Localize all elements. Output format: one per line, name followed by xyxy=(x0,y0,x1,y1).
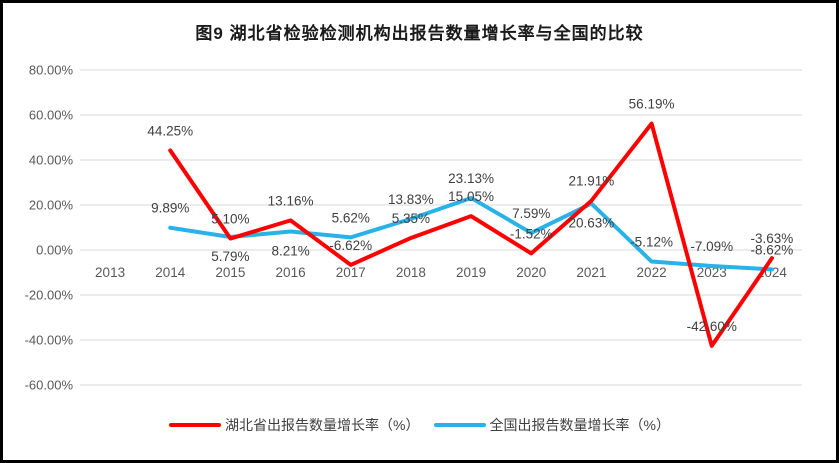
x-category-label: 2015 xyxy=(215,265,245,280)
line-chart-plot: 80.00% 60.00% 40.00% 20.00% 0.00% -20.00% -40.… xyxy=(25,63,802,393)
y-tick-label: 40.00% xyxy=(29,153,74,168)
data-label: 56.19% xyxy=(629,97,675,112)
data-label: -7.09% xyxy=(690,239,733,254)
data-label: -5.12% xyxy=(630,235,673,250)
x-category-label: 2014 xyxy=(155,265,186,280)
x-category-label: 2017 xyxy=(336,265,366,280)
x-category-label: 2022 xyxy=(637,265,667,280)
data-label: 5.62% xyxy=(332,210,370,225)
chart-title: 图9 湖北省检验检测机构出报告数量增长率与全国的比较 xyxy=(195,24,644,43)
x-category-label: 2021 xyxy=(576,265,606,280)
chart-legend: 湖北省出报告数量增长率（%） 全国出报告数量增长率（%） xyxy=(3,415,836,435)
data-label: 5.35% xyxy=(392,211,430,226)
y-tick-label: 60.00% xyxy=(29,108,74,123)
data-label: 5.79% xyxy=(211,249,249,264)
y-tick-label: 80.00% xyxy=(29,63,74,78)
legend-line-swatch-red xyxy=(169,423,222,427)
series-line xyxy=(168,121,774,348)
legend-item-national: 全国出报告数量增长率（%） xyxy=(433,415,670,435)
y-tick-label: 20.00% xyxy=(29,198,74,213)
legend-label-national: 全国出报告数量增长率（%） xyxy=(489,417,670,433)
x-category-label: 2019 xyxy=(456,265,486,280)
data-label: -3.63% xyxy=(751,231,794,246)
y-tick-label: 0.00% xyxy=(36,243,73,258)
data-label: 44.25% xyxy=(147,123,193,138)
data-label: -42.60% xyxy=(687,319,737,334)
data-label: 5.10% xyxy=(211,212,249,227)
y-tick-label: -40.00% xyxy=(25,333,74,348)
data-label: 23.13% xyxy=(448,171,494,186)
data-label: 20.63% xyxy=(569,216,615,231)
x-category-label: 2020 xyxy=(516,265,546,280)
x-category-label: 2016 xyxy=(276,265,306,280)
x-category-label: 2013 xyxy=(95,265,125,280)
legend-label-hubei: 湖北省出报告数量增长率（%） xyxy=(225,417,420,433)
series-line xyxy=(168,195,774,272)
data-label: 8.21% xyxy=(271,244,309,259)
x-category-label: 2018 xyxy=(396,265,426,280)
y-tick-label: -60.00% xyxy=(25,378,74,393)
data-label: 15.05% xyxy=(448,189,494,204)
data-label: 7.59% xyxy=(512,206,550,221)
data-label: -6.62% xyxy=(329,238,372,253)
data-label: 13.16% xyxy=(268,193,314,208)
y-tick-label: -20.00% xyxy=(25,288,74,303)
data-label: -8.62% xyxy=(751,242,794,257)
data-label: 9.89% xyxy=(151,201,189,216)
x-category-label: 2023 xyxy=(697,265,727,280)
data-label: -1.52% xyxy=(510,226,553,241)
data-label: 13.83% xyxy=(388,192,434,207)
legend-line-swatch-blue xyxy=(433,423,486,427)
legend-item-hubei: 湖北省出报告数量增长率（%） xyxy=(169,415,420,435)
data-label: 21.91% xyxy=(569,174,615,189)
